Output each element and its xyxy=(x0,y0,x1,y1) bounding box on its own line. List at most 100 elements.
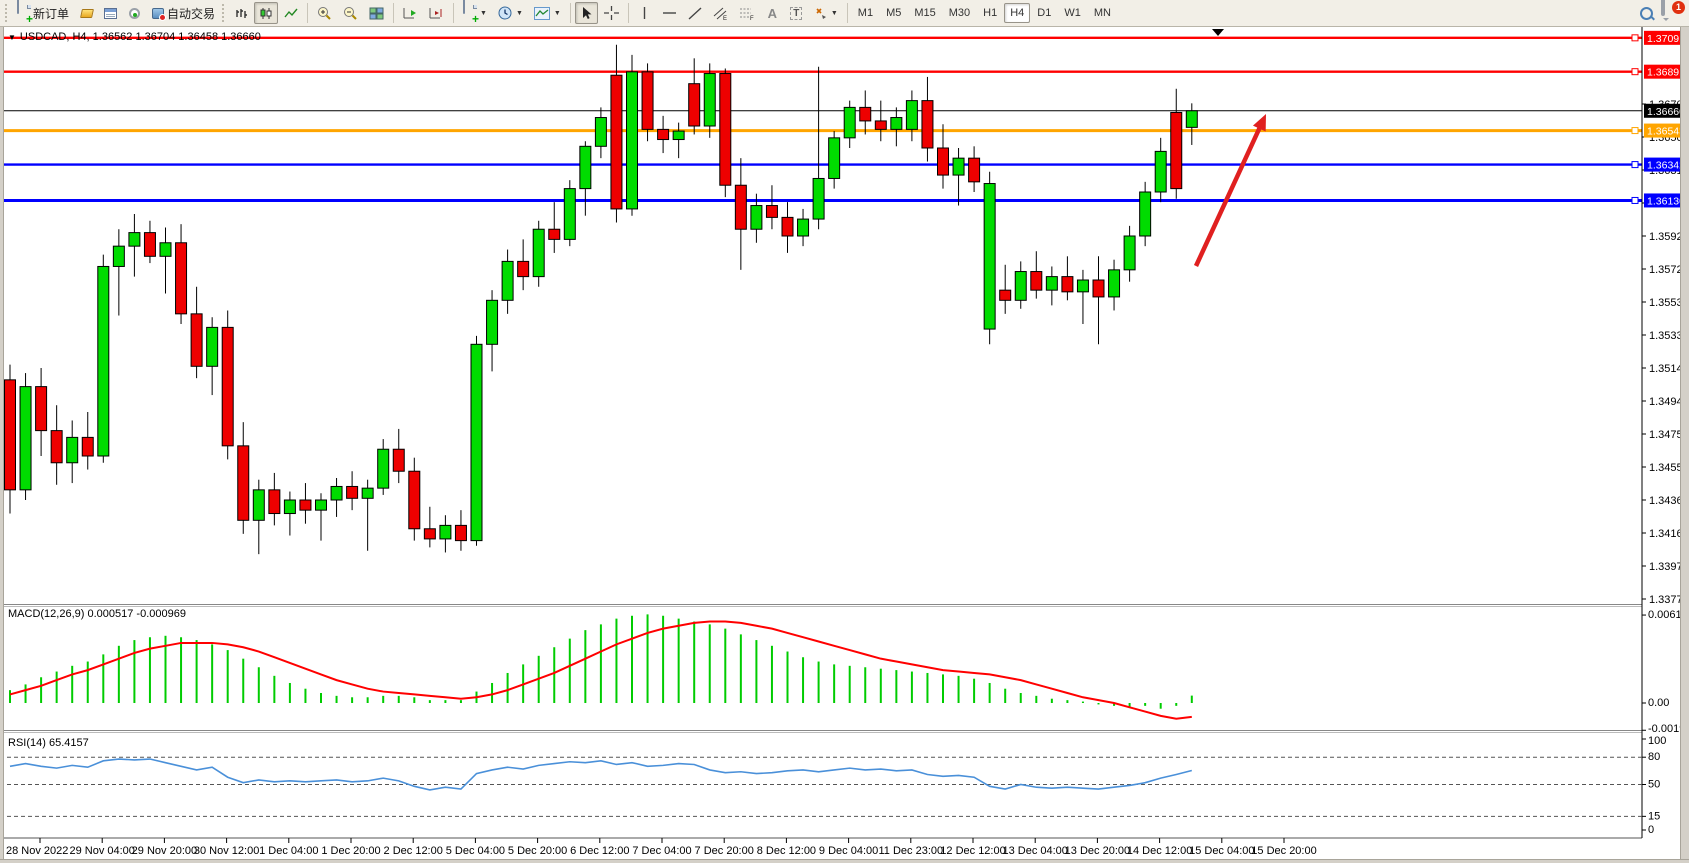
timeframe-m30-button[interactable]: M30 xyxy=(948,7,971,19)
candlestick-chart-button[interactable] xyxy=(254,2,279,24)
timeframe-w1-button[interactable]: W1 xyxy=(1064,7,1081,19)
cursor-icon xyxy=(582,7,592,19)
tile-windows-button[interactable] xyxy=(364,2,389,24)
arrows-tool-button[interactable]: ▼ xyxy=(809,2,843,24)
autotrading-button[interactable]: 自动交易 xyxy=(147,2,220,24)
new-order-button[interactable]: + 新订单 xyxy=(12,0,74,25)
timeframe-mn-button[interactable]: MN xyxy=(1093,7,1111,19)
template-icon xyxy=(533,6,550,20)
chevron-down-icon: ▼ xyxy=(515,9,523,17)
period-button[interactable]: ▼ xyxy=(493,2,528,24)
market-watch-button[interactable] xyxy=(99,2,122,24)
new-order-icon: + xyxy=(17,0,33,25)
line-chart-icon xyxy=(284,8,298,17)
timeframe-h4-button[interactable]: H4 xyxy=(1004,3,1031,23)
data-window-button[interactable] xyxy=(123,2,146,24)
zoom-in-button[interactable] xyxy=(312,2,337,24)
notifications-button[interactable]: 1 xyxy=(1661,0,1685,20)
line-chart-button[interactable] xyxy=(279,2,303,24)
zoom-out-icon xyxy=(344,7,357,20)
notification-badge: 1 xyxy=(1672,1,1685,14)
timeframe-d1-button[interactable]: D1 xyxy=(1037,7,1052,19)
macd-pane: 0.00615 0.00 -0.001906 MACD(12,26,9) 0.0005… xyxy=(8,608,1689,735)
candlestick-chart-icon xyxy=(260,7,272,19)
svg-text:1.33970: 1.33970 xyxy=(1649,561,1689,573)
svg-text:50: 50 xyxy=(1648,779,1660,791)
macd-label: MACD(12,26,9) 0.000517 -0.000969 xyxy=(8,608,186,620)
svg-text:11 Dec 23:00: 11 Dec 23:00 xyxy=(878,845,943,857)
svg-text:14 Dec 12:00: 14 Dec 12:00 xyxy=(1127,845,1192,857)
timeframe-m5-button[interactable]: M5 xyxy=(886,7,902,19)
trendline-tool-button[interactable] xyxy=(683,2,707,24)
svg-text:1 Dec 20:00: 1 Dec 20:00 xyxy=(321,845,380,857)
trend-arrow-annotation[interactable] xyxy=(1193,114,1266,267)
svg-text:5 Dec 20:00: 5 Dec 20:00 xyxy=(508,845,567,857)
chart-title-bar: ▼ USDCAD, H4, 1.36562 1.36704 1.36458 1.… xyxy=(8,31,261,43)
template-button[interactable]: ▼ xyxy=(529,2,566,24)
data-window-icon xyxy=(129,7,141,19)
svg-text:1.36660: 1.36660 xyxy=(1647,106,1685,118)
fibonacci-icon: F xyxy=(739,8,754,20)
zoom-out-button[interactable] xyxy=(338,2,363,24)
chevron-down-icon: ▼ xyxy=(830,9,838,17)
svg-text:7 Dec 04:00: 7 Dec 04:00 xyxy=(632,845,691,857)
svg-text:7 Dec 20:00: 7 Dec 20:00 xyxy=(695,845,754,857)
svg-text:E: E xyxy=(723,16,727,20)
crosshair-tool-button[interactable] xyxy=(599,2,624,24)
svg-text:29 Nov 04:00: 29 Nov 04:00 xyxy=(69,845,134,857)
label-tool-button[interactable]: T xyxy=(785,2,808,24)
horizontal-line-tool-button[interactable] xyxy=(657,2,682,24)
channel-tool-button[interactable]: E xyxy=(708,2,733,24)
svg-text:1.36342: 1.36342 xyxy=(1647,160,1685,172)
chart-shift-marker[interactable] xyxy=(1212,29,1224,36)
svg-text:8 Dec 12:00: 8 Dec 12:00 xyxy=(757,845,816,857)
toolbar-grip[interactable] xyxy=(5,4,8,22)
svg-text:29 Nov 20:00: 29 Nov 20:00 xyxy=(132,845,197,857)
chart-canvas[interactable]: 1.367001.365051.363101.361151.359201.357… xyxy=(0,27,1689,863)
svg-text:1.35530: 1.35530 xyxy=(1649,297,1689,309)
timeframe-m15-button[interactable]: M15 xyxy=(914,7,936,19)
search-icon[interactable] xyxy=(1640,6,1653,20)
svg-text:13 Dec 04:00: 13 Dec 04:00 xyxy=(1002,845,1067,857)
cursor-tool-button[interactable] xyxy=(574,2,598,24)
price-badges: 1.37091 1.36891 1.36543 1.36342 1.36130 1.366… xyxy=(1644,30,1688,208)
chart-shift-icon xyxy=(429,7,442,18)
svg-text:1.34750: 1.34750 xyxy=(1649,429,1689,441)
svg-text:30 Nov 12:00: 30 Nov 12:00 xyxy=(194,845,259,857)
svg-text:-0.001906: -0.001906 xyxy=(1648,723,1689,735)
rsi-label: RSI(14) 65.4157 xyxy=(8,737,89,749)
timeframe-h1-button[interactable]: H1 xyxy=(983,7,998,19)
text-tool-button[interactable]: A xyxy=(761,2,784,24)
toolbar-grip[interactable] xyxy=(222,4,225,22)
svg-text:1.35140: 1.35140 xyxy=(1649,363,1689,375)
price-pane xyxy=(0,34,1642,204)
svg-text:1.37091: 1.37091 xyxy=(1647,33,1685,45)
bar-chart-icon xyxy=(236,8,248,18)
zoom-in-icon xyxy=(318,7,331,20)
chart-title: USDCAD, H4, 1.36562 1.36704 1.36458 1.36… xyxy=(19,31,261,43)
fibonacci-tool-button[interactable]: F xyxy=(734,2,760,24)
chevron-down-icon: ▼ xyxy=(553,9,561,17)
timeframe-m1-button[interactable]: M1 xyxy=(857,7,874,19)
chart-window[interactable]: 1.367001.365051.363101.361151.359201.357… xyxy=(0,27,1689,863)
new-order-label: 新订单 xyxy=(33,6,70,21)
new-chart-button[interactable]: + ▼ xyxy=(458,0,492,25)
svg-text:28 Nov 2022: 28 Nov 2022 xyxy=(6,845,68,857)
window-frame-bottom xyxy=(0,859,1689,863)
metaeditor-button[interactable] xyxy=(75,2,98,24)
vertical-line-tool-button[interactable] xyxy=(633,2,656,24)
arrows-icon xyxy=(816,7,826,19)
svg-text:15 Dec 04:00: 15 Dec 04:00 xyxy=(1189,845,1254,857)
rsi-pane: 100 80 50 15 0 RSI(14) 65.4157 xyxy=(0,735,1666,836)
auto-scroll-button[interactable] xyxy=(398,2,423,24)
chart-shift-button[interactable] xyxy=(424,2,449,24)
svg-text:12 Dec 12:00: 12 Dec 12:00 xyxy=(940,845,1005,857)
svg-text:1.36543: 1.36543 xyxy=(1647,126,1685,138)
auto-scroll-icon xyxy=(403,7,417,18)
market-watch-icon xyxy=(104,7,118,19)
bar-chart-button[interactable] xyxy=(229,2,253,24)
svg-text:1.34945: 1.34945 xyxy=(1649,396,1689,408)
chart-menu-icon[interactable]: ▼ xyxy=(8,32,16,42)
svg-text:1.34555: 1.34555 xyxy=(1649,462,1689,474)
